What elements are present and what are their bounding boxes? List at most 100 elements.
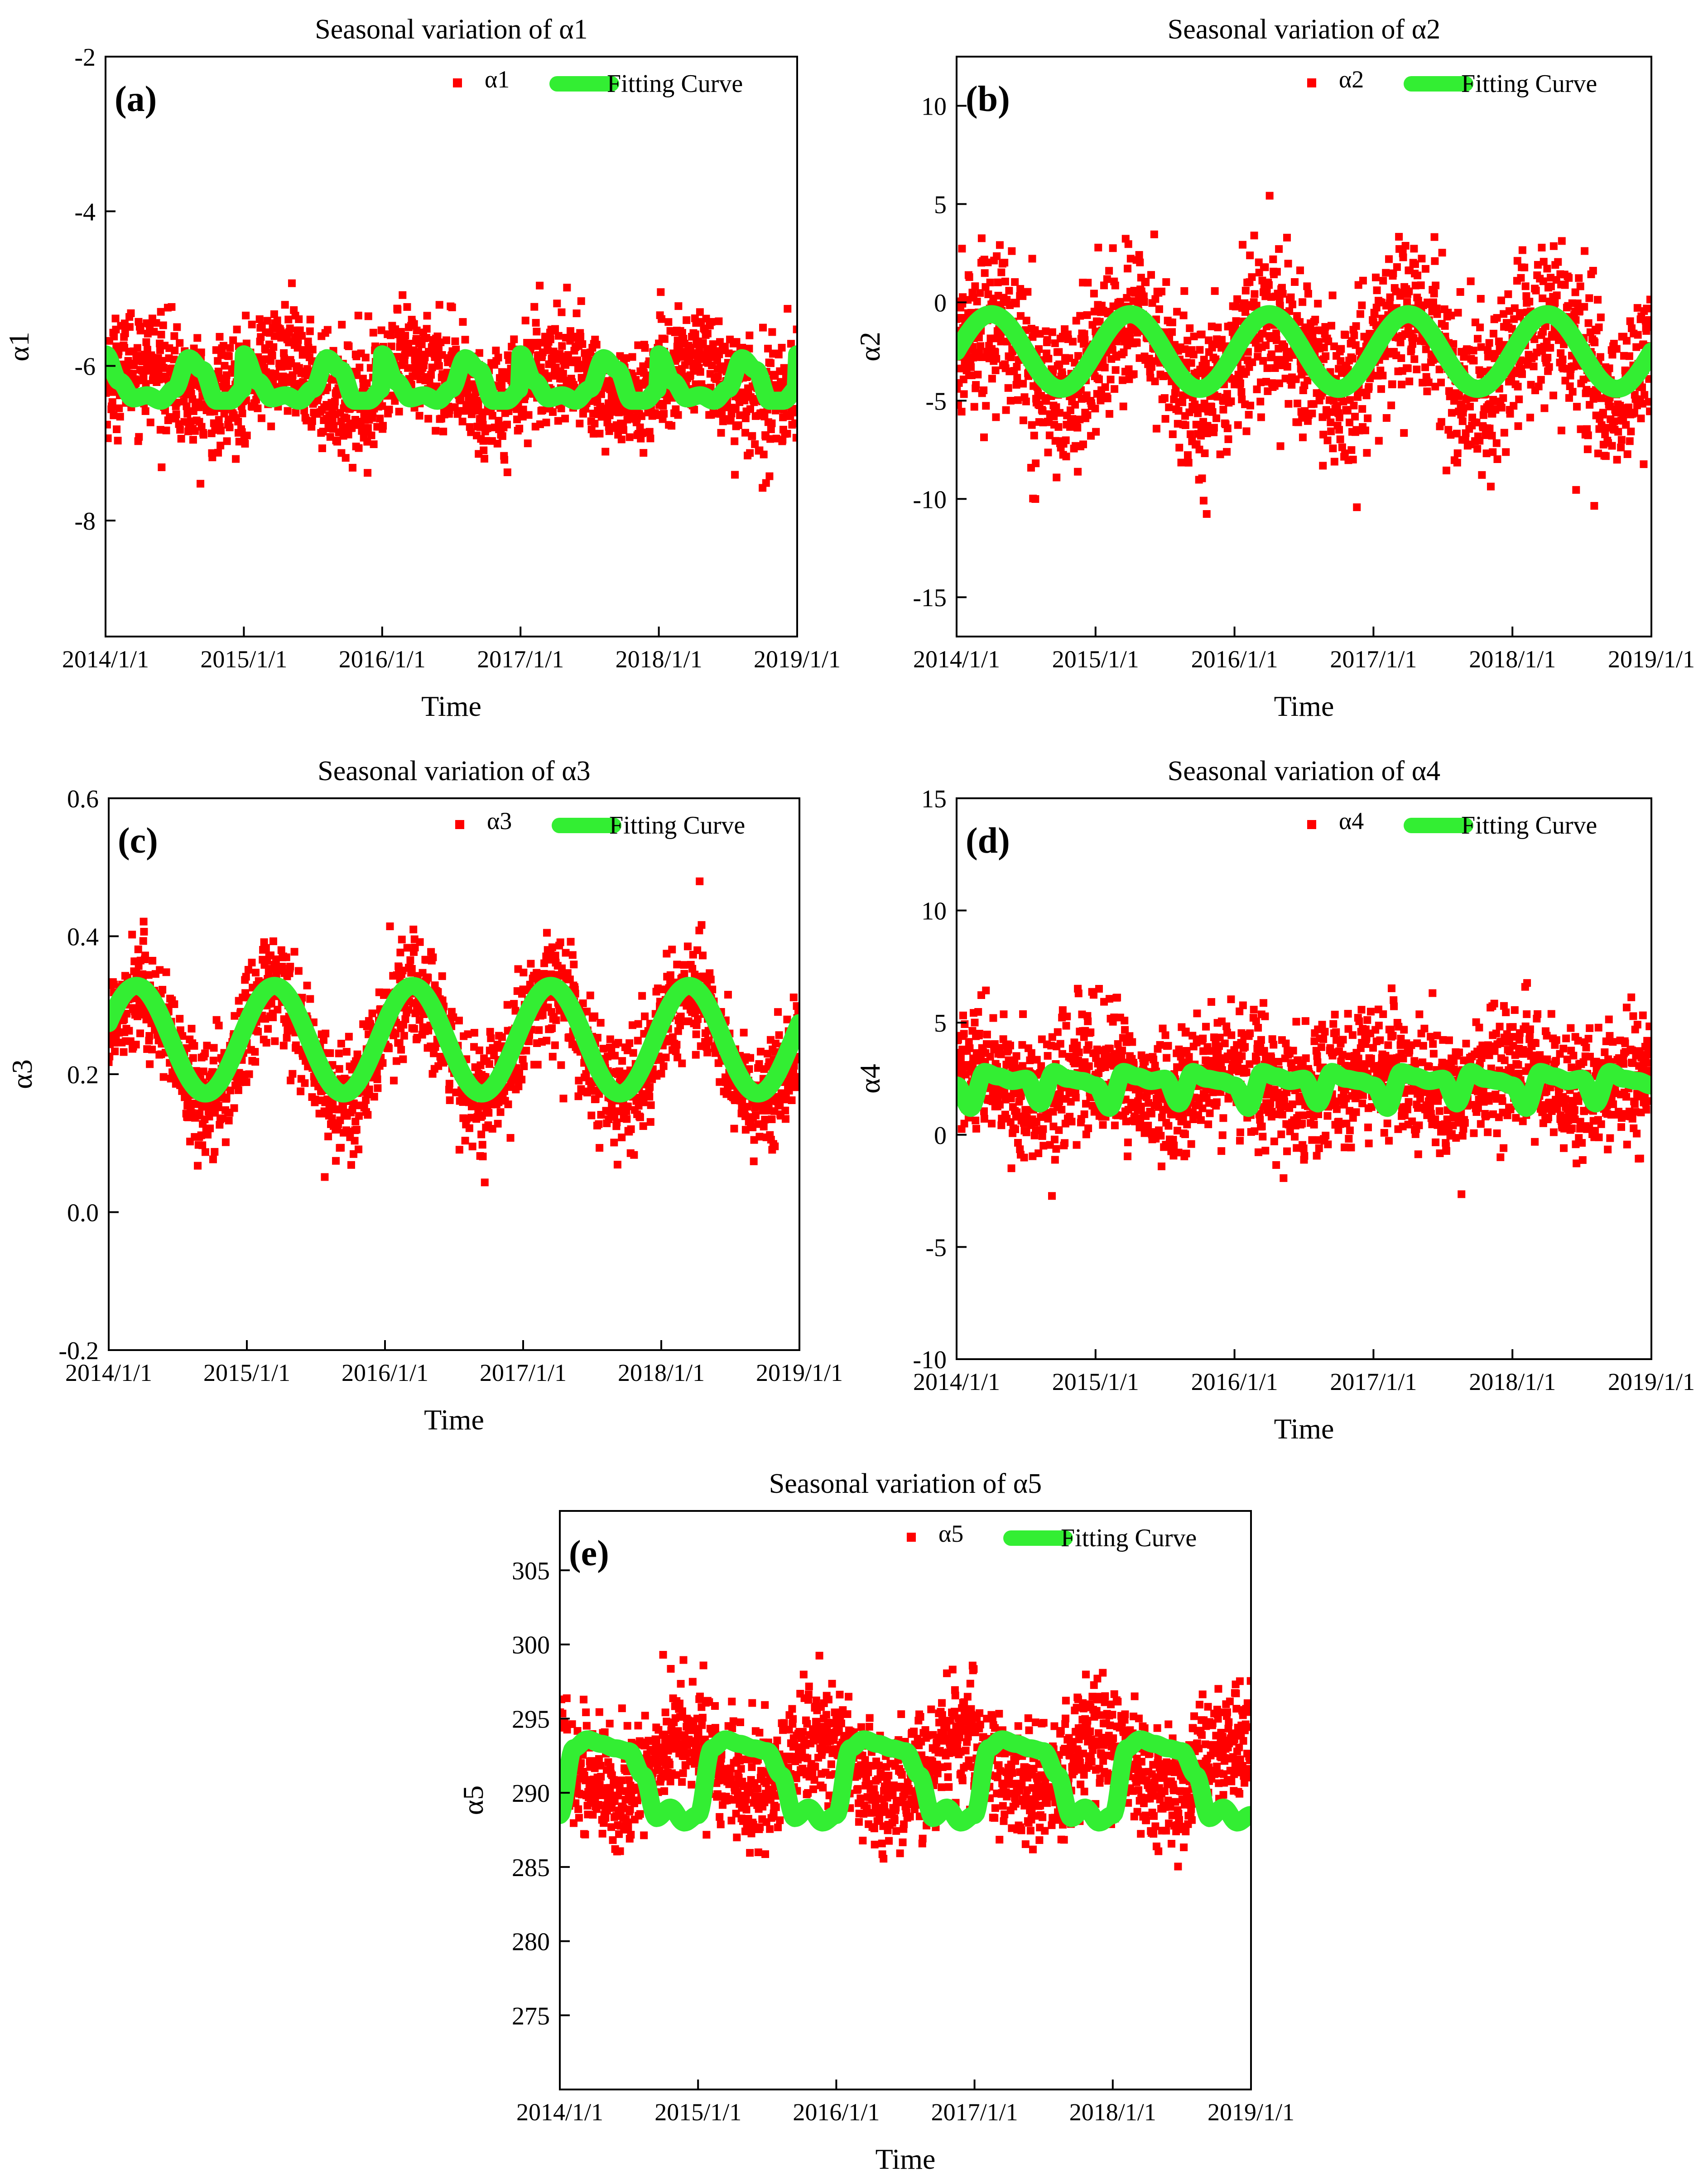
scatter-point	[620, 426, 628, 434]
legend-fit-label: Fitting Curve	[607, 70, 743, 98]
scatter-point	[564, 351, 572, 359]
scatter-point	[1585, 294, 1593, 302]
scatter-point	[202, 1148, 209, 1156]
scatter-point	[1622, 337, 1631, 345]
scatter-point	[1126, 255, 1135, 263]
scatter-point	[270, 310, 278, 318]
scatter-point	[992, 355, 1001, 363]
scatter-point	[1539, 277, 1547, 285]
scatter-point	[188, 1025, 196, 1033]
scatter-point	[338, 321, 346, 329]
scatter-point	[223, 437, 231, 445]
fitting-curve	[957, 305, 1651, 398]
scatter-point	[403, 944, 411, 952]
chart-title: Seasonal variation of α3	[318, 756, 590, 787]
scatter-point	[1544, 353, 1552, 362]
scatter-point	[577, 297, 585, 305]
scatter-point	[379, 422, 387, 430]
scatter-point	[521, 316, 529, 324]
scatter-point	[248, 320, 256, 328]
scatter-point	[142, 380, 150, 388]
scatter-point	[1530, 362, 1538, 371]
scatter-point	[1285, 400, 1293, 408]
scatter-point	[1561, 281, 1569, 289]
scatter-point	[353, 371, 361, 379]
scatter-point	[1008, 247, 1016, 255]
scatter-point	[1398, 381, 1406, 389]
scatter-point	[435, 344, 443, 352]
scatter-point	[997, 268, 1006, 276]
scatter-point	[1447, 431, 1455, 439]
scatter-point	[1614, 428, 1622, 436]
scatter-point	[587, 1111, 596, 1119]
scatter-point	[479, 1153, 487, 1161]
fitting-curve	[106, 345, 797, 410]
scatter-point	[1492, 439, 1501, 447]
scatter-point	[199, 431, 207, 439]
scatter-point	[542, 419, 550, 427]
scatter-point	[233, 325, 241, 333]
scatter-point	[1410, 245, 1418, 253]
scatter-point	[1597, 314, 1605, 322]
scatter-point	[439, 427, 447, 435]
scatter-point	[1261, 263, 1269, 271]
scatter-point	[364, 424, 372, 432]
scatter-point	[958, 245, 966, 253]
scatter-point	[543, 929, 551, 937]
scatter-point	[957, 364, 964, 372]
scatter-point	[267, 422, 275, 430]
scatter-point	[635, 385, 643, 393]
y-tick-label: -10	[913, 486, 947, 514]
scatter-point	[1545, 363, 1553, 371]
scatter-point	[646, 434, 654, 443]
scatter-point	[1449, 340, 1458, 348]
scatter-point	[1459, 404, 1467, 412]
scatter-point	[1623, 450, 1631, 458]
scatter-point	[599, 1045, 607, 1053]
scatter-point	[1299, 433, 1307, 441]
scatter-point	[1612, 345, 1621, 353]
scatter-point	[1308, 410, 1316, 418]
scatter-point	[133, 344, 141, 352]
x-axis-label: Time	[421, 690, 481, 722]
scatter-point	[248, 959, 256, 967]
scatter-point	[251, 1048, 259, 1056]
scatter-point	[463, 387, 472, 396]
scatter-point	[1133, 339, 1141, 347]
scatter-point	[1076, 312, 1084, 320]
scatter-point	[1205, 336, 1213, 344]
scatter-point	[568, 951, 577, 959]
scatter-point	[337, 1040, 345, 1048]
scatter-point	[308, 346, 317, 354]
scatter-point	[1140, 298, 1148, 306]
scatter-point	[1180, 287, 1188, 295]
scatter-point	[178, 1032, 187, 1040]
scatter-point	[1371, 310, 1379, 318]
scatter-point	[1304, 417, 1312, 425]
scatter-point	[428, 363, 436, 372]
scatter-point	[1123, 294, 1131, 302]
scatter-point	[1044, 449, 1052, 457]
scatter-point	[570, 960, 578, 969]
scatter-point	[1467, 277, 1475, 285]
scatter-point	[1273, 268, 1281, 276]
scatter-point	[385, 1044, 393, 1052]
scatter-point	[1559, 355, 1567, 363]
scatter-point	[721, 343, 729, 351]
scatter-point	[1372, 273, 1380, 281]
scatter-point	[1349, 455, 1357, 463]
scatter-point	[493, 439, 501, 448]
scatter-point	[394, 306, 402, 314]
chart-title: Seasonal variation of α2	[1168, 14, 1440, 45]
scatter-point	[554, 417, 562, 425]
scatter-point	[1184, 458, 1193, 467]
scatter-point	[1602, 424, 1610, 432]
scatter-point	[1493, 314, 1501, 322]
scatter-point	[1558, 237, 1566, 245]
scatter-point	[232, 455, 240, 463]
scatter-point	[217, 441, 225, 449]
scatter-point	[385, 405, 393, 414]
x-tick-label: 2016/1/1	[1191, 646, 1278, 673]
scatter-point	[1252, 302, 1261, 310]
scatter-point	[1499, 394, 1507, 402]
